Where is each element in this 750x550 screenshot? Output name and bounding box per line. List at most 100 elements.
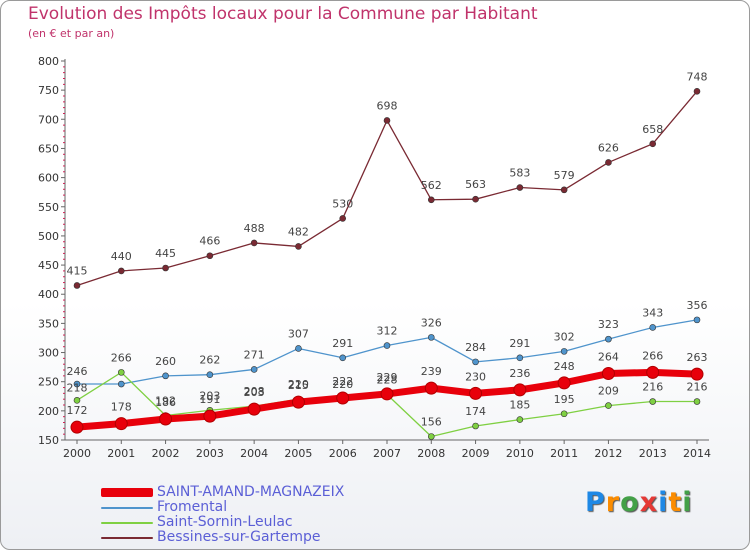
data-label: 291 (332, 337, 353, 350)
data-point (649, 398, 657, 405)
data-label: 579 (554, 169, 575, 182)
data-point (513, 383, 527, 397)
data-label: 583 (509, 167, 530, 180)
data-point (117, 267, 125, 275)
y-tick-label: 650 (38, 142, 59, 155)
data-point (70, 420, 84, 434)
data-label: 220 (288, 378, 309, 391)
legend-swatch (101, 488, 153, 497)
data-label: 262 (199, 354, 220, 367)
data-label: 488 (244, 222, 265, 235)
data-label: 415 (67, 264, 88, 277)
y-tick-label: 350 (38, 317, 59, 330)
data-label: 229 (377, 371, 398, 384)
data-point (114, 417, 128, 431)
data-label: 466 (199, 235, 220, 248)
data-point (339, 215, 347, 222)
data-point (73, 282, 81, 289)
data-label: 312 (377, 325, 398, 338)
y-tick-label: 250 (38, 376, 59, 389)
data-point (472, 422, 479, 430)
data-label: 323 (598, 318, 619, 331)
logo-letter: i (658, 487, 669, 518)
data-point (73, 397, 81, 404)
data-point (472, 358, 479, 366)
x-tick-label: 2010 (506, 447, 534, 460)
data-label: 186 (155, 396, 176, 409)
data-point (250, 366, 258, 373)
data-label: 482 (288, 225, 309, 238)
data-point (690, 367, 704, 381)
data-point (73, 380, 81, 388)
proxiti-logo: Proxiti (585, 487, 693, 518)
data-point (424, 381, 438, 395)
x-tick-label: 2005 (284, 447, 312, 460)
data-label: 291 (509, 337, 530, 350)
x-tick-label: 2012 (594, 447, 622, 460)
data-point (560, 348, 568, 355)
data-label: 174 (465, 405, 486, 418)
logo-letter: x (639, 487, 659, 518)
data-label: 343 (642, 306, 663, 319)
x-tick-label: 2001 (107, 447, 135, 460)
data-point (295, 243, 302, 250)
data-label: 172 (67, 404, 88, 417)
legend-label: SAINT-AMAND-MAGNAZEIX (157, 484, 345, 500)
data-point (295, 345, 302, 352)
x-tick-label: 2002 (152, 447, 180, 460)
data-label: 222 (332, 375, 353, 388)
x-tick-label: 2007 (373, 447, 401, 460)
data-point (693, 398, 701, 405)
chart-title: Evolution des Impôts locaux pour la Comm… (28, 4, 538, 24)
x-tick-label: 2014 (683, 447, 711, 460)
logo-letter: P (585, 487, 606, 518)
data-label: 209 (598, 385, 619, 398)
data-point (516, 416, 524, 423)
logo-letter: r (605, 487, 621, 518)
data-point (250, 239, 258, 247)
data-label: 698 (377, 99, 398, 112)
legend-swatch (101, 522, 153, 524)
data-point (646, 365, 660, 379)
legend-swatch (101, 507, 153, 509)
data-label: 203 (199, 389, 220, 402)
data-label: 208 (244, 385, 265, 398)
data-label: 236 (509, 367, 530, 380)
x-tick-label: 2000 (63, 447, 91, 460)
legend-swatch (101, 537, 153, 539)
y-tick-label: 550 (38, 201, 59, 214)
x-tick-label: 2003 (196, 447, 224, 460)
data-point (203, 409, 217, 423)
data-point (117, 369, 125, 376)
logo-letter: t (668, 487, 683, 518)
data-point (469, 386, 483, 400)
data-point (560, 410, 568, 418)
data-label: 356 (687, 299, 708, 312)
x-tick-label: 2009 (462, 447, 490, 460)
data-label: 185 (509, 399, 530, 412)
chart-subtitle: (en € et par an) (28, 27, 115, 40)
data-label: 658 (642, 123, 663, 136)
data-point (336, 391, 350, 405)
x-tick-label: 2004 (240, 447, 268, 460)
y-tick-label: 400 (38, 288, 59, 301)
data-point (206, 371, 214, 378)
data-point (560, 186, 568, 194)
data-label: 248 (554, 360, 575, 373)
data-label: 215 (288, 379, 309, 392)
data-label: 302 (554, 330, 575, 343)
data-point (605, 159, 612, 166)
legend-label: Bessines-sur-Gartempe (157, 529, 321, 545)
legend-label: Fromental (157, 499, 228, 515)
data-label: 246 (67, 365, 88, 378)
data-point (693, 316, 701, 324)
data-point (117, 380, 125, 388)
data-label: 626 (598, 141, 619, 154)
data-point (649, 140, 657, 148)
data-label: 263 (687, 351, 708, 364)
data-label: 266 (111, 351, 132, 364)
data-point (291, 395, 305, 409)
data-label: 445 (155, 247, 176, 260)
x-tick-label: 2008 (417, 447, 445, 460)
